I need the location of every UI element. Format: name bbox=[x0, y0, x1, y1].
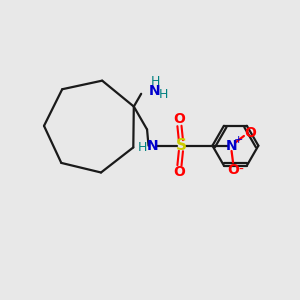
Text: H: H bbox=[137, 141, 147, 154]
Text: S: S bbox=[176, 138, 186, 153]
Text: O: O bbox=[173, 112, 185, 127]
Text: +: + bbox=[234, 135, 244, 145]
Text: -: - bbox=[239, 163, 244, 177]
Text: H: H bbox=[150, 75, 160, 88]
Text: N: N bbox=[148, 84, 160, 98]
Text: N: N bbox=[226, 139, 237, 153]
Text: H: H bbox=[159, 88, 168, 101]
Text: N: N bbox=[147, 139, 159, 153]
Text: O: O bbox=[244, 126, 256, 140]
Text: O: O bbox=[227, 163, 239, 177]
Text: O: O bbox=[173, 165, 185, 179]
